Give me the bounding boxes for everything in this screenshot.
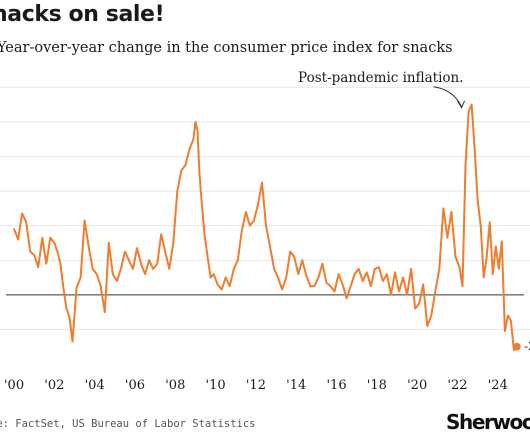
- series-line: [13, 103, 518, 352]
- end-value-label: -3: [524, 340, 530, 354]
- x-tick-label: '10: [206, 378, 226, 393]
- x-tick-label: '16: [326, 378, 346, 393]
- x-tick-label: '12: [246, 378, 266, 393]
- x-tick-label: '14: [286, 378, 306, 393]
- x-tick-label: '06: [125, 378, 145, 393]
- x-tick-label: '24: [488, 378, 508, 393]
- annotation-arrow: [433, 86, 463, 107]
- brand-logo: Sherwoo: [446, 410, 530, 434]
- x-tick-label: '22: [447, 378, 467, 393]
- line-chart: -3 '00 '02 '04 '06 '08 '10 '12 '14 '16 '18 '20 '22 '2…: [0, 70, 530, 393]
- x-tick-label: '04: [85, 378, 105, 393]
- end-point-marker: [513, 342, 521, 351]
- x-tick-label: '18: [367, 378, 387, 393]
- chart-subtitle: Year-over-year change in the consumer pr…: [0, 40, 453, 56]
- x-tick-label: '20: [407, 378, 427, 393]
- x-tick-label: '02: [44, 378, 64, 393]
- annotation-arrowhead: [457, 100, 466, 109]
- gridlines: [0, 86, 530, 330]
- x-tick-label: '08: [165, 378, 185, 393]
- source-note: ce: FactSet, US Bureau of Labor Statisti…: [0, 418, 256, 430]
- x-axis-ticks: '00 '02 '04 '06 '08 '10 '12 '14 '16 '18 '20 '22 '24: [4, 378, 508, 393]
- chart-title: nacks on sale!: [0, 2, 165, 27]
- x-tick-label: '00: [4, 378, 24, 393]
- annotation-text: Post-pandemic inflation.: [298, 70, 464, 86]
